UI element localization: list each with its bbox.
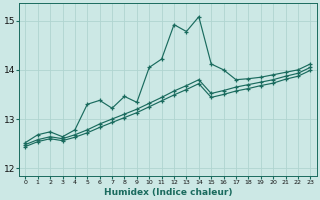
X-axis label: Humidex (Indice chaleur): Humidex (Indice chaleur): [104, 188, 232, 197]
